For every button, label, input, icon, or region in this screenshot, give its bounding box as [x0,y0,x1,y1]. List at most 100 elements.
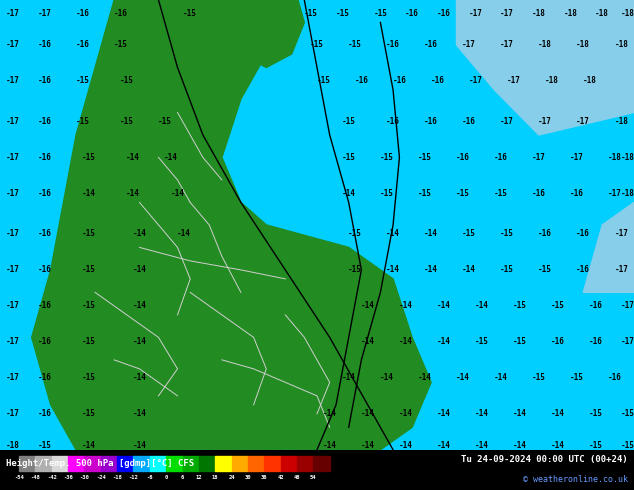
Text: -16: -16 [37,76,51,85]
Polygon shape [583,202,634,293]
Text: -15: -15 [589,441,603,450]
Text: -15: -15 [513,301,527,310]
Text: 0: 0 [165,475,168,481]
Text: -17: -17 [6,9,20,18]
Text: -16: -16 [354,76,368,85]
Bar [281,456,297,471]
Text: -15: -15 [500,266,514,274]
Text: -15: -15 [82,409,96,418]
Text: -16: -16 [538,229,552,239]
Text: -15: -15 [373,9,387,18]
Text: -15: -15 [380,189,394,198]
Text: -14: -14 [494,373,508,382]
Text: -15: -15 [113,41,127,49]
Text: -16: -16 [37,117,51,126]
Text: -14: -14 [361,409,375,418]
Text: 30: 30 [245,475,251,481]
Text: -16: -16 [532,189,546,198]
Text: -15: -15 [183,9,197,18]
Text: -17: -17 [462,41,476,49]
Text: -16: -16 [424,117,438,126]
Text: -16: -16 [456,153,470,162]
Text: -16: -16 [551,337,565,346]
Text: -15: -15 [418,153,432,162]
Text: Height/Temp. 500 hPa [gdmp][°C] CFS: Height/Temp. 500 hPa [gdmp][°C] CFS [6,460,195,468]
Text: -17: -17 [507,76,521,85]
Text: -16: -16 [75,41,89,49]
Text: -15: -15 [621,441,634,450]
Bar [183,456,199,471]
Text: -15: -15 [316,76,330,85]
Text: -14: -14 [133,441,146,450]
Text: -18: -18 [621,189,634,198]
Text: -17: -17 [621,301,634,310]
Text: -15: -15 [621,409,634,418]
Text: -42: -42 [47,475,56,481]
Text: -14: -14 [164,153,178,162]
Text: -17: -17 [570,153,584,162]
Text: -15: -15 [310,41,324,49]
Text: -16: -16 [37,409,51,418]
Text: Tu 24-09-2024 00:00 UTC (00+24): Tu 24-09-2024 00:00 UTC (00+24) [461,455,628,465]
Text: -15: -15 [37,441,51,450]
Bar [231,456,248,471]
Text: -14: -14 [133,337,146,346]
Text: -15: -15 [82,229,96,239]
Text: -14: -14 [82,441,96,450]
Text: -15: -15 [456,189,470,198]
Bar [297,456,313,471]
Text: -15: -15 [82,373,96,382]
Text: -17: -17 [6,373,20,382]
Text: -15: -15 [304,9,318,18]
Text: -14: -14 [82,189,96,198]
Bar [150,456,166,471]
Text: -18: -18 [614,117,628,126]
Text: -16: -16 [437,9,451,18]
Bar [134,456,150,471]
Text: -14: -14 [133,301,146,310]
Text: 24: 24 [228,475,235,481]
Text: -15: -15 [348,41,362,49]
Text: -14: -14 [386,266,400,274]
Bar [84,456,101,471]
Text: -17: -17 [500,9,514,18]
Text: -14: -14 [171,189,184,198]
Text: -16: -16 [37,373,51,382]
Text: -14: -14 [386,229,400,239]
Bar [166,456,183,471]
Bar [264,456,281,471]
Text: -14: -14 [342,189,356,198]
Text: -18: -18 [614,41,628,49]
Bar [117,456,134,471]
Text: -14: -14 [437,301,451,310]
Text: -15: -15 [335,9,349,18]
Text: -15: -15 [82,301,96,310]
Bar [215,456,231,471]
Text: -36: -36 [63,475,73,481]
Text: 54: 54 [310,475,316,481]
Polygon shape [222,0,304,68]
Text: -18: -18 [564,9,578,18]
Text: -16: -16 [589,301,603,310]
Text: -14: -14 [513,441,527,450]
Text: -18: -18 [576,41,590,49]
Text: -17: -17 [576,117,590,126]
Text: -14: -14 [361,441,375,450]
Text: -17: -17 [6,301,20,310]
Text: -15: -15 [342,117,356,126]
Text: -16: -16 [37,337,51,346]
Text: -18: -18 [6,441,20,450]
Text: -15: -15 [418,189,432,198]
Text: -17: -17 [6,266,20,274]
Bar [248,456,264,471]
Text: -14: -14 [551,441,565,450]
Text: -17: -17 [37,9,51,18]
Text: -15: -15 [532,373,546,382]
Text: -6: -6 [146,475,153,481]
Text: -24: -24 [96,475,106,481]
Bar [36,456,52,471]
Text: -17: -17 [469,76,482,85]
Text: -15: -15 [570,373,584,382]
Text: -15: -15 [342,153,356,162]
Text: -16: -16 [37,229,51,239]
